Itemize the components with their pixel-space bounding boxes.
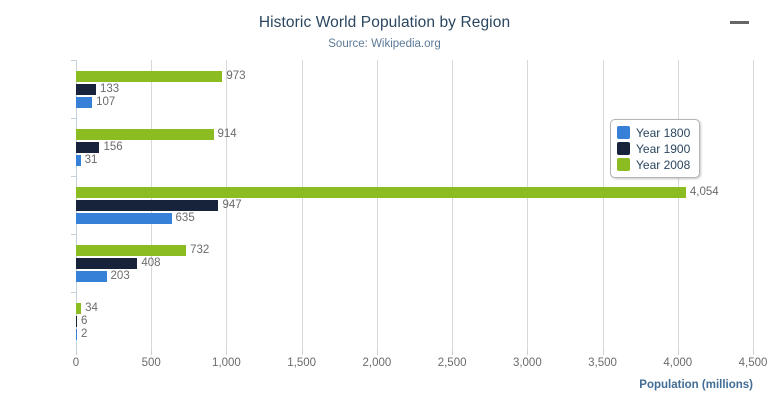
- bar-value-label: 156: [103, 141, 123, 153]
- bar-oceania-year-1900[interactable]: [76, 316, 77, 327]
- gridline-3,500: [602, 60, 604, 350]
- bar-value-label: 732: [190, 244, 210, 256]
- x-axis-tick: [527, 350, 529, 355]
- y-axis-tick: [71, 176, 76, 177]
- bar-value-label: 31: [84, 154, 98, 166]
- bar-value-label: 203: [110, 270, 130, 282]
- category-row: America91415631: [71, 118, 753, 176]
- category-row: Europe732408203: [71, 234, 753, 292]
- bar-europe-year-1800[interactable]: [76, 271, 107, 282]
- bar-value-label: 408: [141, 257, 161, 269]
- bar-value-label: 34: [85, 302, 98, 314]
- gridline-4,000: [677, 60, 679, 350]
- chart-subtitle: Source: Wikipedia.org: [328, 38, 441, 50]
- plot-area: Africa973133107America91415631Asia4,0549…: [71, 60, 754, 350]
- x-axis-label: 3,500: [588, 357, 617, 369]
- bar-europe-year-1900[interactable]: [76, 258, 138, 269]
- x-axis-tick: [376, 350, 378, 355]
- x-axis-tick: [677, 350, 679, 355]
- bar-value-label: 914: [217, 128, 237, 140]
- bar-value-label: 4,054: [689, 186, 719, 198]
- x-axis-tick: [151, 350, 153, 355]
- x-axis-label: 2,500: [437, 357, 467, 369]
- bar-value-label: 6: [81, 315, 88, 327]
- bar-oceania-year-2008[interactable]: [76, 303, 82, 314]
- legend-label: Year 1800: [636, 125, 691, 140]
- x-axis-label: 500: [141, 357, 161, 369]
- gridline-4,500: [753, 60, 754, 350]
- hamburger-menu-icon[interactable]: [730, 19, 753, 38]
- category-row: Oceania3462: [71, 292, 753, 350]
- bar-africa-year-1800[interactable]: [76, 97, 93, 108]
- legend-swatch-icon: [617, 158, 630, 171]
- bar-america-year-1800[interactable]: [76, 155, 81, 166]
- legend-swatch-icon: [617, 142, 630, 155]
- legend-label: Year 2008: [636, 157, 691, 172]
- gridline-2,500: [452, 60, 454, 350]
- x-axis-tick: [76, 350, 77, 355]
- x-axis-label: 1,000: [212, 357, 241, 369]
- x-axis-tick: [753, 350, 754, 355]
- x-axis-tick: [452, 350, 454, 355]
- menu-bar-3: [730, 21, 749, 24]
- y-axis-tick: [71, 60, 76, 61]
- x-axis-title: Population (millions): [639, 379, 753, 391]
- gridline-3,000: [527, 60, 529, 350]
- x-axis-tick: [602, 350, 604, 355]
- bar-africa-year-2008[interactable]: [76, 71, 223, 82]
- bar-america-year-2008[interactable]: [76, 129, 214, 140]
- legend-item-year-2008[interactable]: Year 2008: [617, 157, 690, 172]
- bar-asia-year-1800[interactable]: [76, 213, 172, 224]
- bar-value-label: 947: [222, 199, 242, 211]
- bar-america-year-1900[interactable]: [76, 142, 100, 153]
- bar-asia-year-2008[interactable]: [76, 187, 686, 198]
- bar-value-label: 2: [81, 328, 88, 340]
- x-axis-label: 2,000: [362, 357, 392, 369]
- y-axis-tick: [71, 292, 76, 293]
- x-axis-tick: [301, 350, 303, 355]
- bar-value-label: 133: [100, 83, 120, 95]
- x-axis: 0 500 1,000 1,500 2,000 2,500 3,000 3,500 4,000 4…: [72, 350, 767, 374]
- y-axis-tick: [71, 234, 76, 235]
- x-axis-label: 3,000: [512, 357, 542, 369]
- gridline-1,500: [301, 60, 303, 350]
- x-axis-label: 0: [72, 357, 80, 369]
- bar-value-label: 635: [175, 212, 195, 224]
- x-axis-label: 4,000: [663, 357, 693, 369]
- chart-title: Historic World Population by Region: [258, 14, 511, 31]
- legend-item-year-1800[interactable]: Year 1800: [617, 125, 690, 140]
- x-axis-label: 4,500: [738, 357, 768, 369]
- gridline-1,000: [226, 60, 228, 350]
- chart-legend[interactable]: Year 1800 Year 1900 Year 2008: [610, 119, 701, 178]
- bar-value-label: 973: [226, 70, 246, 82]
- legend-swatch-icon: [617, 126, 630, 139]
- x-axis-tick: [226, 350, 228, 355]
- gridline-2,000: [376, 60, 378, 350]
- bar-value-label: 107: [96, 96, 116, 108]
- legend-item-year-1900[interactable]: Year 1900: [617, 141, 690, 156]
- bar-europe-year-2008[interactable]: [76, 245, 187, 256]
- bar-africa-year-1900[interactable]: [76, 84, 96, 95]
- bar-oceania-year-1800[interactable]: [76, 329, 77, 340]
- legend-label: Year 1900: [636, 141, 691, 156]
- category-row: Africa973133107: [71, 60, 753, 118]
- x-axis-label: 1,500: [287, 357, 317, 369]
- bar-asia-year-1900[interactable]: [76, 200, 219, 211]
- y-axis-tick: [71, 118, 76, 119]
